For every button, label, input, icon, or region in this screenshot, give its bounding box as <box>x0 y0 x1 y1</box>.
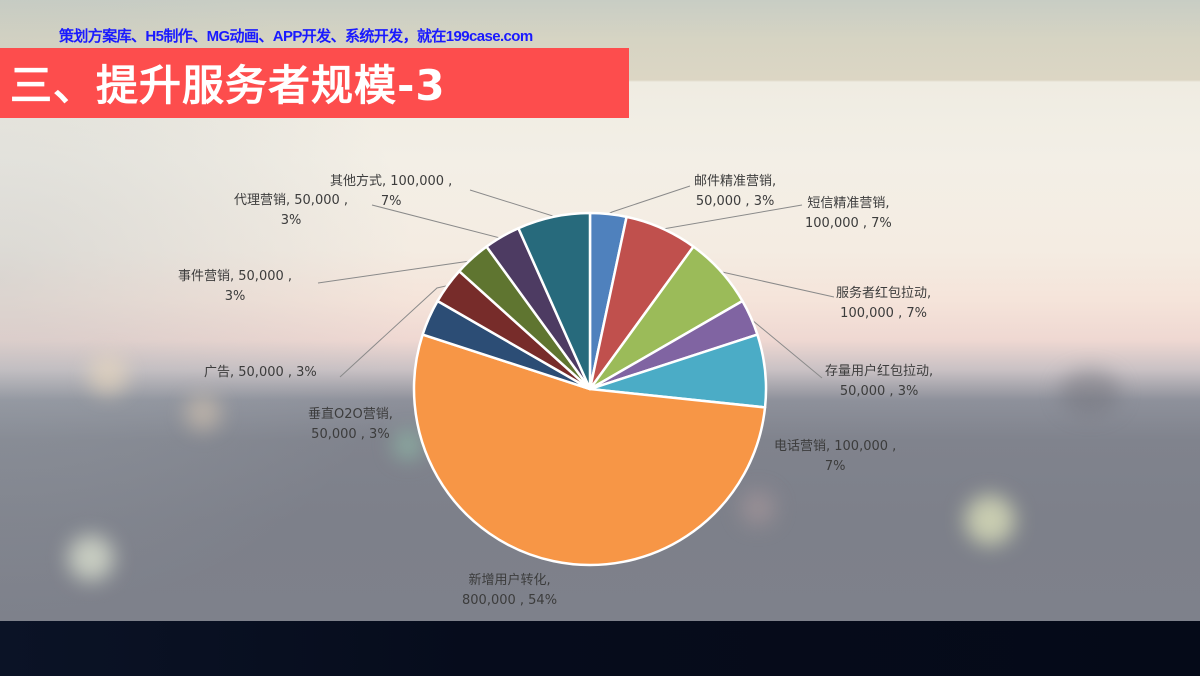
page-title: 三、提升服务者规模-3 <box>10 61 446 110</box>
leader-line <box>339 285 448 378</box>
leader-line <box>469 189 554 218</box>
bokeh-light <box>68 535 114 581</box>
leader-line <box>608 185 691 215</box>
data-label-new-user-conversion: 新增用户转化, 800,000 , 54% <box>462 573 558 608</box>
bokeh-light <box>88 355 128 395</box>
data-label-vertical-o2o: 垂直O2O营销, 50,000 , 3% <box>308 407 393 442</box>
data-label-email-marketing: 邮件精准营销, 50,000 , 3% <box>694 174 777 209</box>
data-label-agent-marketing: 代理营销, 50,000 , 3% <box>234 193 349 228</box>
bokeh-light <box>1060 370 1120 415</box>
data-label-phone-marketing: 电话营销, 100,000 , 7% <box>774 439 897 474</box>
watermark-text: 策划方案库、H5制作、MG动画、APP开发、系统开发，就在199case.com <box>59 28 533 45</box>
data-label-existing-user-red-packet: 存量用户红包拉动, 50,000 , 3% <box>825 364 934 399</box>
data-label-other-methods: 其他方式, 100,000 , 7% <box>330 174 453 209</box>
data-label-provider-red-packet: 服务者红包拉动, 100,000 , 7% <box>836 286 932 321</box>
data-label-advertising: 广告, 50,000 , 3% <box>204 365 317 380</box>
bokeh-light <box>740 490 776 526</box>
bokeh-light <box>965 495 1015 545</box>
leader-line <box>317 257 473 284</box>
pie-slice <box>517 211 592 391</box>
bokeh-light <box>185 395 221 431</box>
pie-slice <box>412 333 767 567</box>
bottom-dark-bar <box>0 621 1200 676</box>
data-label-sms-marketing: 短信精准营销, 100,000 , 7% <box>805 196 892 231</box>
pie-slices <box>412 211 768 567</box>
title-banner: 三、提升服务者规模-3 <box>0 48 629 118</box>
bokeh-light <box>393 430 423 460</box>
data-label-event-marketing: 事件营销, 50,000 , 3% <box>178 269 293 304</box>
